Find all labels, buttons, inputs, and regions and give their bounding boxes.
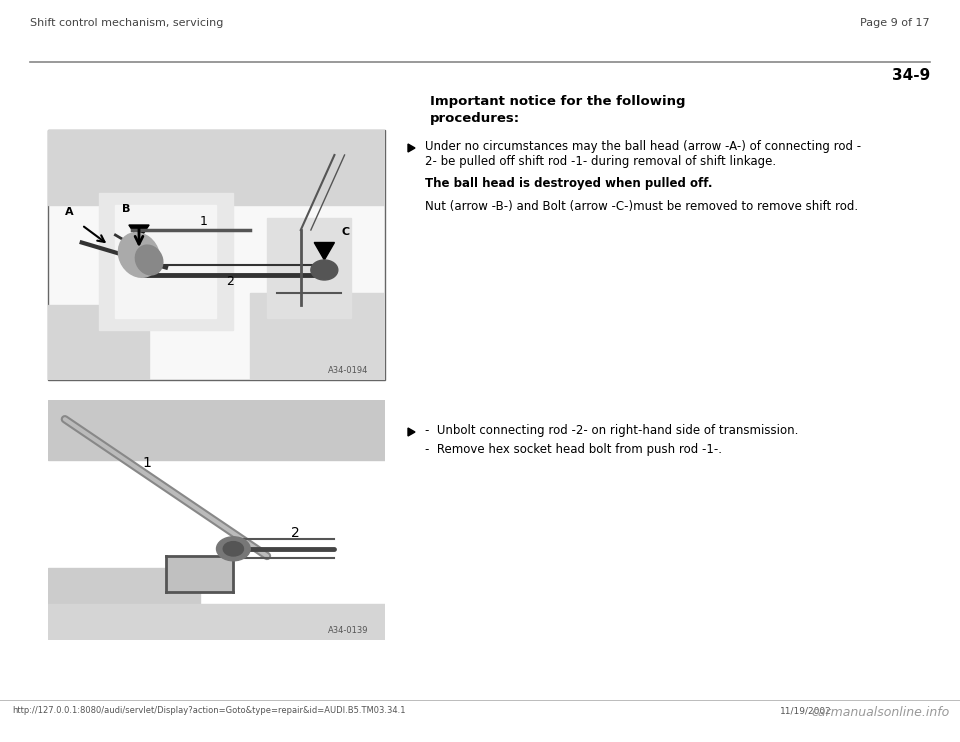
Circle shape	[311, 260, 338, 280]
Text: Page 9 of 17: Page 9 of 17	[860, 18, 930, 28]
Polygon shape	[408, 428, 415, 436]
Text: B: B	[122, 205, 131, 214]
Text: Nut (arrow -B-) and Bolt (arrow -C-)must be removed to remove shift rod.: Nut (arrow -B-) and Bolt (arrow -C-)must…	[425, 200, 858, 213]
Polygon shape	[408, 144, 415, 152]
Text: 2- be pulled off shift rod -1- during removal of shift linkage.: 2- be pulled off shift rod -1- during re…	[425, 155, 776, 168]
Polygon shape	[314, 243, 334, 260]
Text: A34-0139: A34-0139	[327, 626, 368, 635]
Polygon shape	[115, 205, 217, 318]
Polygon shape	[129, 225, 149, 240]
Polygon shape	[166, 556, 233, 592]
Ellipse shape	[135, 245, 163, 275]
Text: carmanualsonline.info: carmanualsonline.info	[812, 706, 950, 719]
Ellipse shape	[118, 233, 159, 278]
Circle shape	[224, 542, 244, 556]
Text: 2: 2	[291, 526, 300, 539]
Text: http://127.0.0.1:8080/audi/servlet/Display?action=Goto&type=repair&id=AUDI.B5.TM: http://127.0.0.1:8080/audi/servlet/Displ…	[12, 706, 405, 715]
Polygon shape	[99, 192, 233, 330]
Text: 11/19/2002: 11/19/2002	[780, 706, 831, 715]
Bar	[48, 130, 385, 380]
Polygon shape	[251, 292, 385, 380]
Text: 1: 1	[142, 456, 152, 470]
Polygon shape	[48, 568, 200, 640]
Text: C: C	[341, 227, 349, 237]
Polygon shape	[48, 305, 149, 380]
Circle shape	[217, 536, 251, 561]
Text: A: A	[65, 207, 74, 217]
Text: Important notice for the following
procedures:: Important notice for the following proce…	[430, 95, 685, 125]
Text: 2: 2	[227, 275, 234, 288]
Text: The ball head is destroyed when pulled off.: The ball head is destroyed when pulled o…	[425, 177, 712, 190]
Text: Under no circumstances may the ball head (arrow -A-) of connecting rod -: Under no circumstances may the ball head…	[425, 140, 861, 153]
Polygon shape	[48, 400, 385, 460]
Text: 1: 1	[200, 215, 207, 228]
Polygon shape	[267, 217, 351, 318]
Text: -  Unbolt connecting rod -2- on right-hand side of transmission.: - Unbolt connecting rod -2- on right-han…	[425, 424, 799, 437]
Text: A34-0194: A34-0194	[327, 366, 368, 375]
Polygon shape	[48, 604, 385, 640]
Polygon shape	[48, 130, 385, 205]
Text: -  Remove hex socket head bolt from push rod -1-.: - Remove hex socket head bolt from push …	[425, 443, 722, 456]
Text: Shift control mechanism, servicing: Shift control mechanism, servicing	[30, 18, 224, 28]
Text: 34-9: 34-9	[892, 68, 930, 83]
